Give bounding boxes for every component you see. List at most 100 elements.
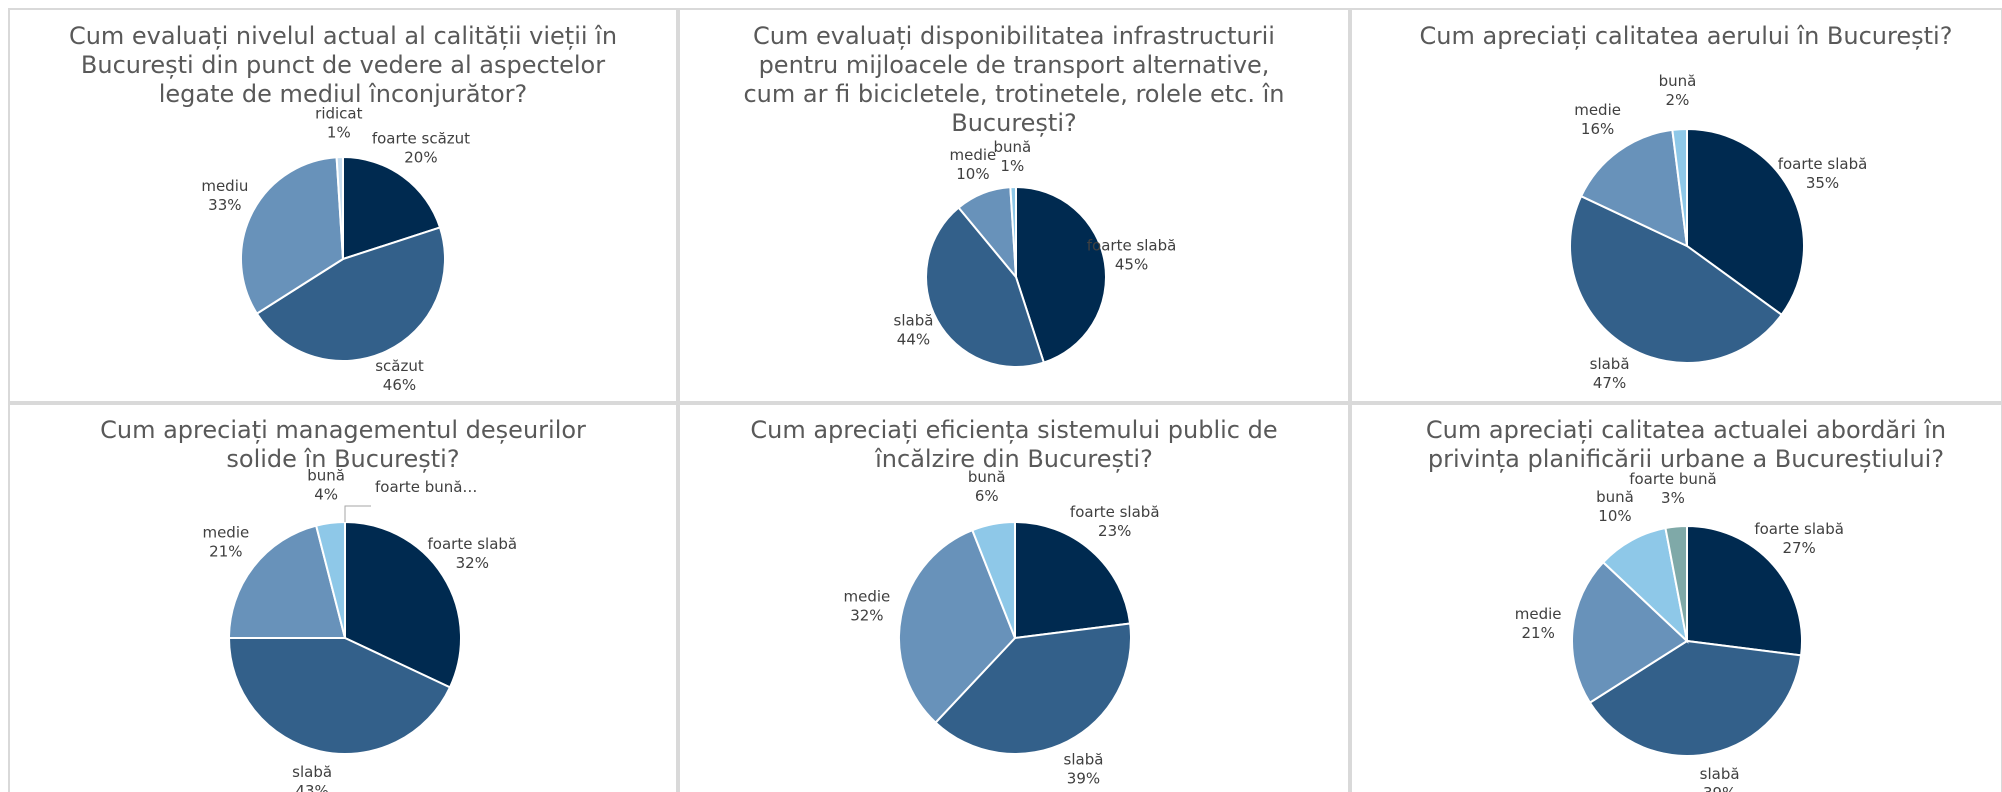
panel-borders <box>8 8 2002 792</box>
value-label: 6% <box>975 487 999 505</box>
data-label: medie 10% <box>950 146 997 183</box>
pie-slice <box>1571 560 1689 705</box>
category-label: bună <box>1659 72 1697 90</box>
pie-slice <box>335 155 344 260</box>
data-label: foarte slabă 27% <box>1754 520 1844 557</box>
value-label: 43% <box>295 782 328 792</box>
chart-title: Cum apreciați managementul deșeurilor so… <box>100 416 586 473</box>
category-label: slabă <box>894 311 934 329</box>
data-label: foarte slabă 23% <box>1070 503 1160 540</box>
pie-slice <box>1686 524 1803 657</box>
chart-title: Cum apreciați calitatea actualei abordăr… <box>1425 416 1947 473</box>
data-label: bună 4% <box>307 466 345 503</box>
category-label: foarte slabă <box>1070 503 1160 521</box>
category-label: scăzut <box>375 357 424 375</box>
category-label: medie <box>843 588 890 606</box>
data-label: foarte slabă 35% <box>1778 155 1868 192</box>
category-label: foarte slabă <box>1754 520 1844 538</box>
pie-slice <box>1686 127 1805 317</box>
data-label: medie 21% <box>1515 605 1562 642</box>
pie-slice <box>1015 185 1107 364</box>
chart-title: Cum apreciați calitatea aerului în Bucur… <box>1419 22 1953 50</box>
pie-slice <box>934 622 1132 755</box>
category-label: bună <box>968 468 1006 486</box>
value-label: 21% <box>209 543 242 561</box>
value-label: 20% <box>404 149 437 167</box>
category-label: medie <box>950 146 997 164</box>
value-label: 21% <box>1521 624 1554 642</box>
pie-slice <box>1569 194 1784 364</box>
value-label: 32% <box>456 554 489 572</box>
value-label: 47% <box>1593 374 1626 392</box>
data-label: slabă 44% <box>894 311 934 348</box>
value-label: 44% <box>897 330 930 348</box>
data-label: medie 21% <box>202 524 249 561</box>
data-label: bună 1% <box>993 138 1031 175</box>
value-label: 1% <box>1000 157 1024 175</box>
pie-slice <box>1009 185 1017 278</box>
pie-slice <box>255 226 446 362</box>
pie-slice <box>925 206 1046 368</box>
category-label: slabă <box>1590 355 1630 373</box>
data-label: foarte slabă 32% <box>428 535 518 572</box>
value-label: 1% <box>327 123 351 141</box>
value-label: 32% <box>850 607 883 625</box>
category-label: mediu <box>201 177 248 195</box>
value-label: 33% <box>208 196 241 214</box>
data-label: foarte bună 3% <box>1629 470 1716 507</box>
chart-title: Cum evaluați nivelul actual al calității… <box>68 22 618 108</box>
pie-slice <box>1601 526 1689 644</box>
category-label: ridicat <box>315 104 362 122</box>
pie-slice <box>971 520 1016 639</box>
data-label: bună 2% <box>1659 72 1697 109</box>
category-label: slabă <box>1700 765 1740 783</box>
value-label: 2% <box>1666 91 1690 109</box>
pie-slice <box>1671 127 1688 247</box>
data-label: ridicat 1% <box>315 104 362 141</box>
data-label: slabă 43% <box>292 763 332 792</box>
category-label: foarte scăzut <box>372 130 470 148</box>
pie-slice <box>898 528 1017 724</box>
pie-slice <box>1664 524 1688 642</box>
value-label: 10% <box>1598 507 1631 525</box>
value-label: 39% <box>1067 769 1100 787</box>
category-label: slabă <box>292 763 332 781</box>
category-label: bună <box>993 138 1031 156</box>
value-label: 45% <box>1115 256 1148 274</box>
category-label: medie <box>202 524 249 542</box>
pie-slice <box>344 520 462 689</box>
data-label: mediu 33% <box>201 177 248 214</box>
category-label: medie <box>1515 605 1562 623</box>
category-label: slabă <box>1064 750 1104 768</box>
value-label: 16% <box>1581 120 1614 138</box>
pie-slice <box>1014 520 1132 640</box>
category-label: bună <box>307 466 345 484</box>
value-label: 4% <box>314 485 338 503</box>
category-label: foarte slabă <box>1778 155 1868 173</box>
data-label: foarte bună… <box>375 478 477 496</box>
value-label: 3% <box>1661 489 1685 507</box>
chart-title: Cum apreciați eficiența sistemului publi… <box>750 416 1278 473</box>
data-label: foarte slabă 45% <box>1087 237 1177 274</box>
pie-slice <box>1579 128 1689 248</box>
data-label: bună 10% <box>1596 488 1634 525</box>
data-label: foarte scăzut 20% <box>372 130 470 167</box>
pie-slice <box>240 156 345 316</box>
data-label: scăzut 46% <box>375 357 424 394</box>
category-label: foarte slabă <box>428 535 518 553</box>
category-label: foarte bună <box>1629 470 1716 488</box>
pie-slice <box>227 524 347 639</box>
leader-line <box>344 505 371 522</box>
pie-slice <box>342 155 442 261</box>
value-label: 10% <box>956 165 989 183</box>
value-label: 27% <box>1782 539 1815 557</box>
pie-slice <box>227 637 452 755</box>
value-label: 23% <box>1098 522 1131 540</box>
category-label: foarte slabă <box>1087 237 1177 255</box>
data-label: slabă 47% <box>1590 355 1630 392</box>
data-label: medie 32% <box>843 588 890 625</box>
